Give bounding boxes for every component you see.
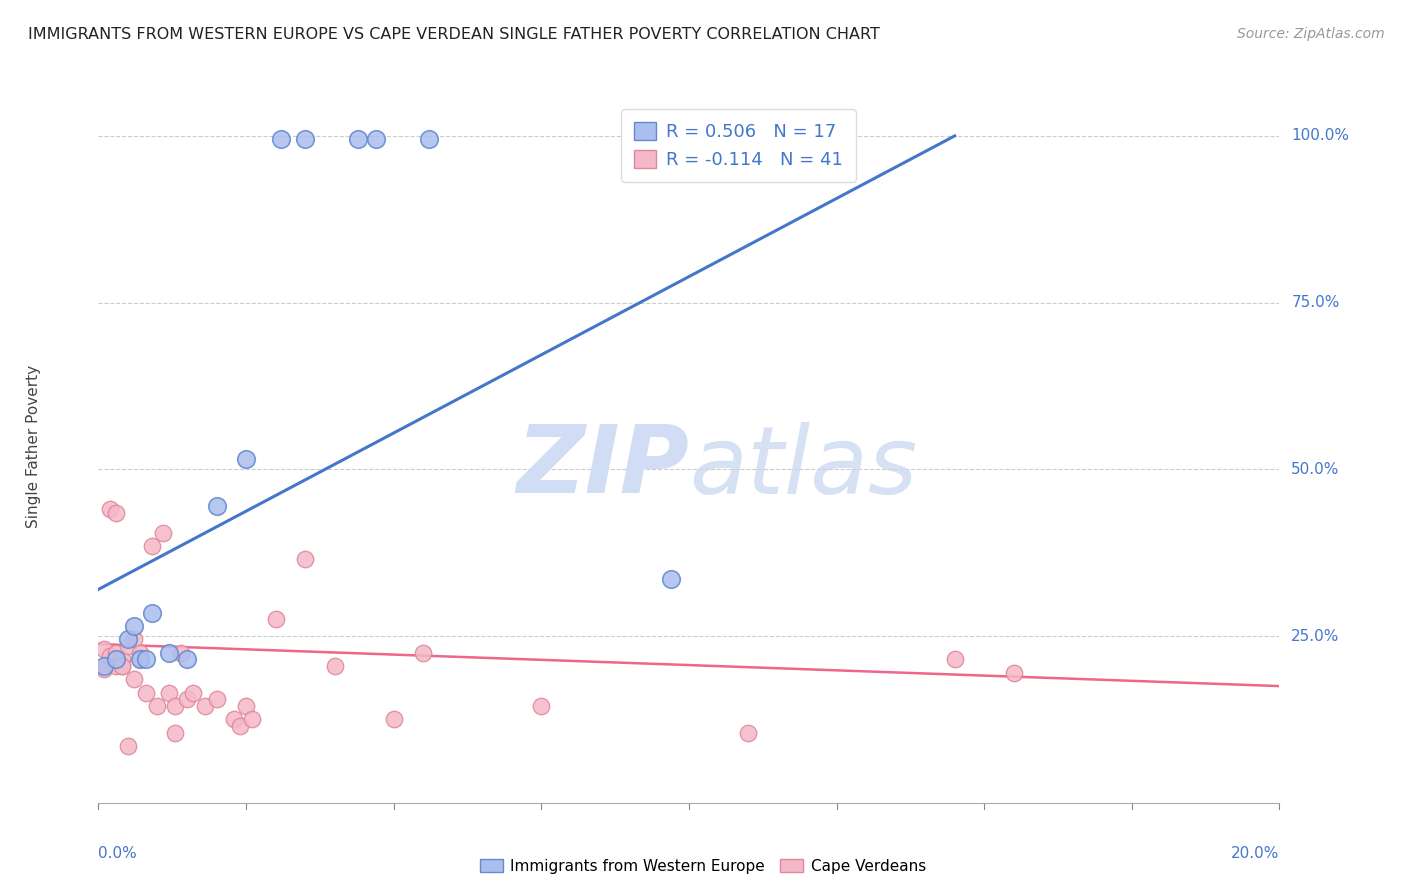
Point	[181, 686, 204, 700]
Text: 50.0%: 50.0%	[1291, 462, 1340, 477]
Point	[111, 659, 134, 673]
Point	[157, 686, 180, 700]
Point	[135, 686, 157, 700]
Point	[194, 699, 217, 714]
Point	[122, 619, 145, 633]
Text: Source: ZipAtlas.com: Source: ZipAtlas.com	[1237, 27, 1385, 41]
Text: IMMIGRANTS FROM WESTERN EUROPE VS CAPE VERDEAN SINGLE FATHER POVERTY CORRELATION: IMMIGRANTS FROM WESTERN EUROPE VS CAPE V…	[28, 27, 880, 42]
Point	[737, 725, 759, 739]
Point	[659, 573, 682, 587]
Point	[294, 132, 316, 146]
Point	[270, 132, 292, 146]
Point	[530, 699, 553, 714]
Point	[93, 642, 115, 657]
Point	[98, 649, 121, 664]
Point	[170, 646, 193, 660]
Point	[105, 659, 128, 673]
Text: ZIP: ZIP	[516, 421, 689, 514]
Point	[122, 632, 145, 647]
Point	[364, 132, 387, 146]
Point	[294, 552, 316, 566]
Text: 100.0%: 100.0%	[1291, 128, 1350, 144]
Point	[347, 132, 370, 146]
Point	[176, 692, 198, 706]
Point	[235, 452, 257, 467]
Point	[111, 652, 134, 666]
Point	[264, 612, 287, 626]
Point	[111, 659, 134, 673]
Legend: R = 0.506   N = 17, R = -0.114   N = 41: R = 0.506 N = 17, R = -0.114 N = 41	[621, 109, 856, 182]
Point	[235, 699, 257, 714]
Point	[122, 673, 145, 687]
Point	[141, 539, 163, 553]
Text: Single Father Poverty: Single Father Poverty	[25, 365, 41, 527]
Point	[323, 659, 346, 673]
Point	[128, 652, 150, 666]
Point	[165, 725, 187, 739]
Point	[418, 132, 440, 146]
Point	[117, 739, 139, 753]
Point	[412, 646, 434, 660]
Point	[135, 652, 157, 666]
Point	[205, 499, 228, 513]
Point	[128, 646, 150, 660]
Point	[224, 713, 246, 727]
Point	[382, 713, 405, 727]
Point	[141, 606, 163, 620]
Point	[1002, 665, 1025, 680]
Point	[105, 506, 128, 520]
Text: 75.0%: 75.0%	[1291, 295, 1340, 310]
Point	[93, 659, 115, 673]
Point	[128, 652, 150, 666]
Point	[105, 646, 128, 660]
Legend: Immigrants from Western Europe, Cape Verdeans: Immigrants from Western Europe, Cape Ver…	[474, 853, 932, 880]
Text: 20.0%: 20.0%	[1232, 846, 1279, 861]
Point	[152, 525, 174, 540]
Point	[117, 632, 139, 647]
Text: atlas: atlas	[689, 422, 917, 513]
Point	[176, 652, 198, 666]
Point	[157, 646, 180, 660]
Point	[146, 699, 169, 714]
Text: 25.0%: 25.0%	[1291, 629, 1340, 643]
Point	[943, 652, 966, 666]
Point	[229, 719, 252, 733]
Point	[240, 713, 263, 727]
Point	[117, 639, 139, 653]
Point	[165, 699, 187, 714]
Text: 0.0%: 0.0%	[98, 846, 138, 861]
Point	[205, 692, 228, 706]
Point	[98, 502, 121, 516]
Point	[93, 662, 115, 676]
Point	[105, 652, 128, 666]
